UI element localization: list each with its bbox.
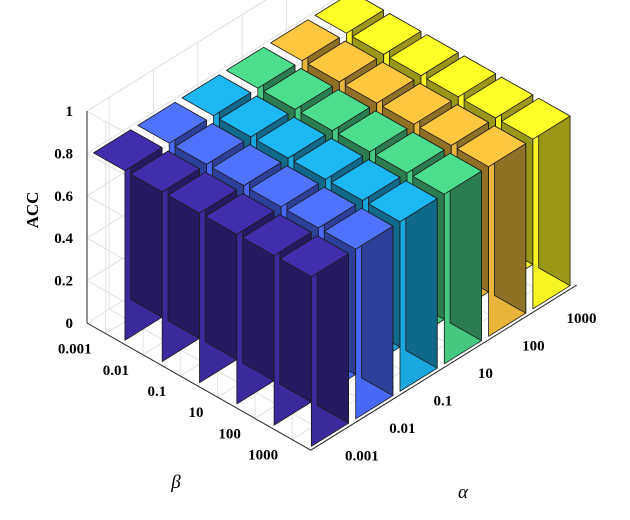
- bar-top-face: [456, 125, 527, 168]
- bar-top-face: [225, 46, 296, 89]
- grid-line-z-left: [86, 280, 312, 409]
- bar-a1000-b1000: [501, 97, 571, 310]
- bar-top-face: [167, 171, 238, 214]
- bar-a100-b1000: [456, 125, 527, 337]
- bar-top-face: [174, 123, 245, 165]
- beta-tick-label: 0.01: [103, 363, 129, 379]
- bar-top-face: [382, 83, 452, 125]
- bar-top-face: [249, 165, 319, 208]
- grid-line-top-back: [86, 0, 267, 112]
- grid-line-alpha-floor: [108, 308, 334, 437]
- beta-tick-label: 1000: [248, 448, 278, 464]
- bar-top-face: [286, 186, 357, 229]
- z-tick-label: 0.8: [54, 146, 73, 162]
- bar-top-face: [279, 235, 350, 278]
- alpha-tick-label: 1000: [566, 311, 596, 327]
- bar-top-face: [204, 192, 275, 235]
- grid-line-z-back: [86, 0, 336, 154]
- bar-top-face: [93, 129, 163, 172]
- bar-top-face: [501, 97, 571, 140]
- bar-a0.01-b1000: [323, 207, 394, 420]
- z-tick-label: 0.6: [54, 189, 73, 205]
- bar-top-face: [314, 0, 385, 34]
- bar-top-face: [323, 207, 394, 250]
- alpha-tick-label: 100: [522, 338, 545, 354]
- bar-top-face: [419, 104, 489, 146]
- beta-tick-label: 100: [218, 426, 241, 442]
- bar-top-face: [181, 74, 252, 117]
- bar-top-face: [426, 55, 496, 98]
- alpha-tick-label: 10: [478, 366, 493, 382]
- bar-top-face: [337, 110, 408, 153]
- beta-tick-label: 0.001: [58, 342, 92, 358]
- bar-top-face: [375, 131, 445, 174]
- bar-top-face: [330, 159, 401, 201]
- bar-top-face: [368, 180, 438, 223]
- z-tick-label: 0: [66, 316, 74, 332]
- bar-top-face: [293, 137, 364, 180]
- bar-top-face: [307, 40, 378, 83]
- bar-top-face: [218, 95, 289, 138]
- bar-top-face: [242, 214, 312, 256]
- bar-a0.001-b1000: [279, 235, 350, 447]
- bar-top-face: [344, 61, 415, 104]
- alpha-tick-label: 0.1: [434, 393, 453, 409]
- bar-top-face: [300, 89, 371, 132]
- alpha-axis-line: [310, 284, 577, 451]
- beta-axis-label: β: [170, 472, 181, 493]
- bar-top-face: [256, 116, 326, 159]
- bar-a10-b1000: [412, 152, 482, 365]
- z-tick-label: 0.2: [54, 274, 73, 290]
- bar-top-face: [463, 76, 534, 119]
- z-axis-label: ACC: [23, 192, 42, 229]
- bar-top-face: [211, 144, 282, 187]
- bar-top-face: [130, 150, 200, 193]
- beta-tick-label: 10: [189, 405, 204, 421]
- z-tick-label: 0.4: [54, 231, 73, 247]
- bar-top-face: [412, 152, 482, 195]
- beta-axis-line: [86, 322, 312, 451]
- bar-top-face: [137, 101, 207, 144]
- labels-layer: ACC β α 0 0.2 0.4 0.6 0.8 1 0.001 0.01 0.1 10 100 1…: [23, 104, 596, 503]
- beta-tick-label: 0.1: [148, 384, 167, 400]
- bar-top-face: [351, 13, 422, 55]
- alpha-tick-label: 0.01: [389, 421, 415, 437]
- z-tick-label: 1: [66, 104, 74, 120]
- alpha-axis-label: α: [458, 482, 469, 503]
- bar-top-face: [270, 19, 340, 62]
- alpha-tick-label: 0.001: [345, 448, 379, 464]
- bar-top-face: [263, 68, 333, 110]
- bars-layer: [93, 0, 571, 447]
- bar-top-face: [389, 34, 459, 76]
- bar-a0.1-b1000: [368, 180, 438, 392]
